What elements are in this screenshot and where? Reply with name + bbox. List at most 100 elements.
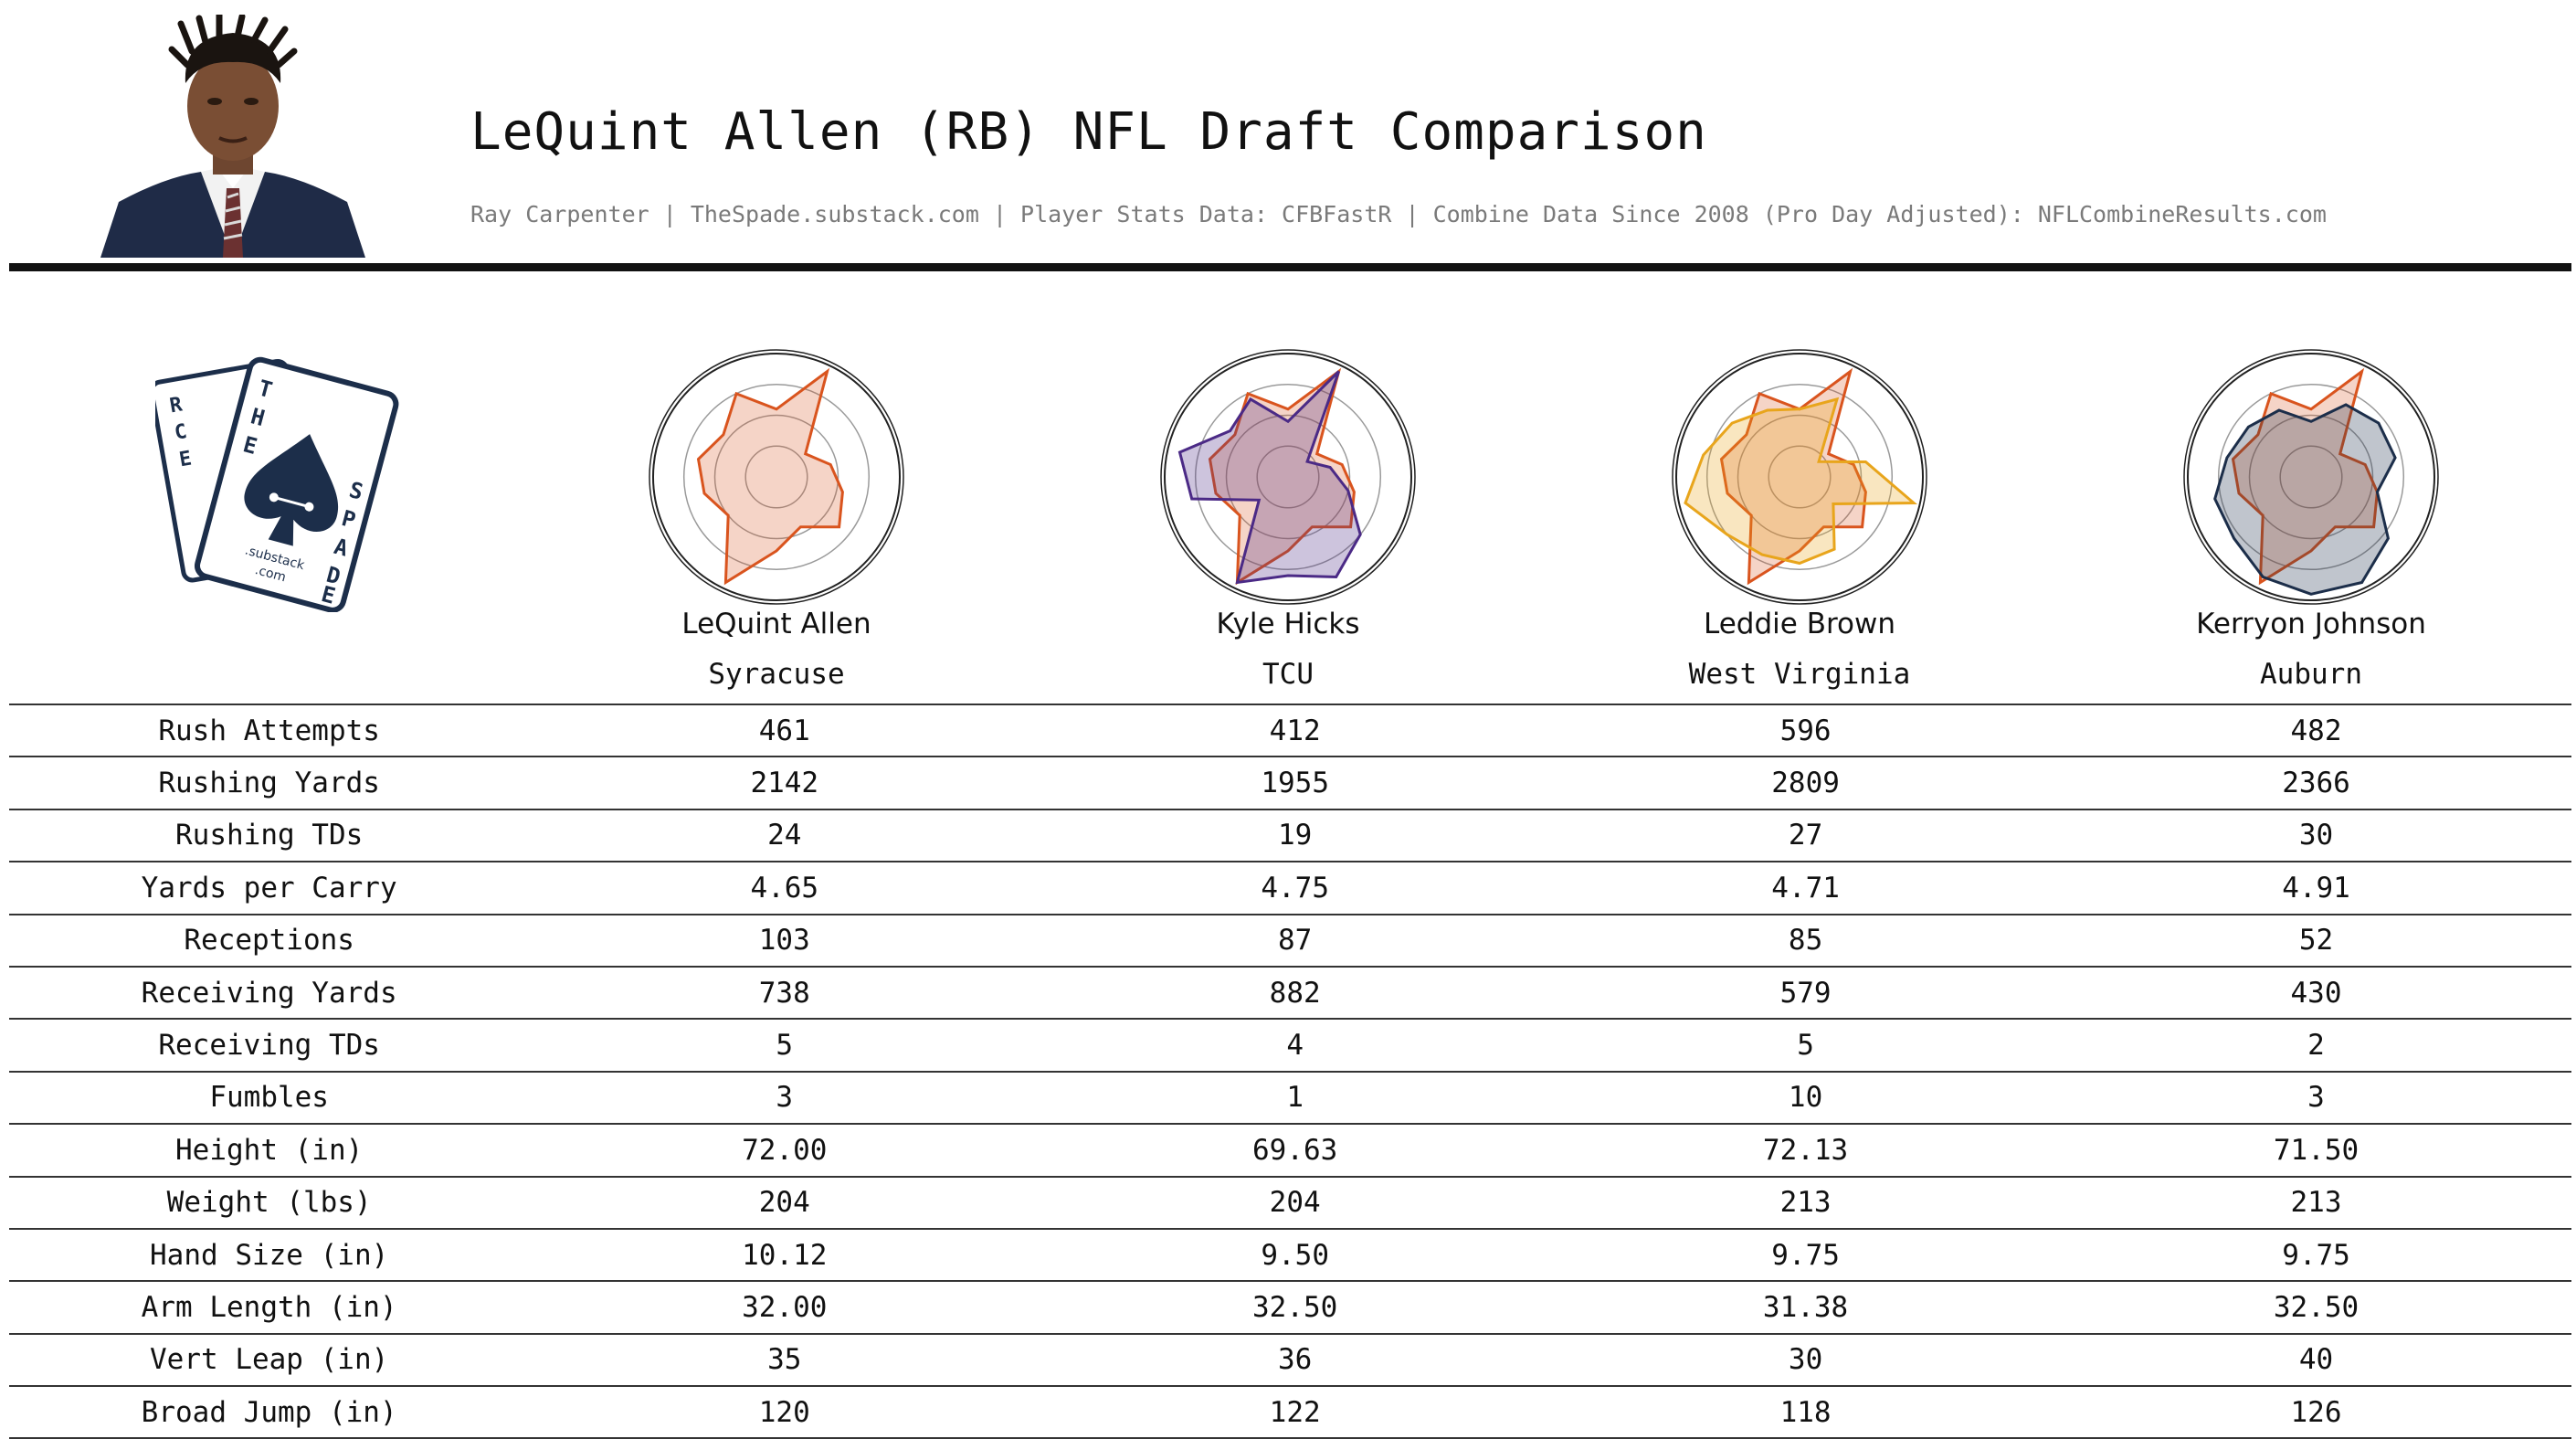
table-cell: 9.75 [2061,1227,2571,1282]
table-cell: 213 [2061,1175,2571,1229]
table-cell: 72.13 [1550,1123,2062,1177]
player-name: Kyle Hicks [1216,608,1360,640]
table-row: Receptions 103 87 85 52 [9,913,2571,967]
radar-outer-ring [2187,353,2435,601]
table-row: Vert Leap (in) 35 36 30 40 [9,1332,2571,1387]
table-row: Arm Length (in) 32.00 32.50 31.38 32.50 [9,1280,2571,1334]
table-cell: 738 [529,965,1040,1020]
table-cell: 1 [1040,1070,1551,1125]
table-row: Receiving Yards 738 882 579 430 [9,965,2571,1020]
row-label: Broad Jump (in) [9,1385,530,1439]
the-spade-logo: R C E T H E S P A D E .substack .com [155,356,399,612]
table-cell: 5 [1550,1018,2062,1072]
radar-outer-ring [652,353,901,601]
radar-frame [1160,349,1416,605]
row-label: Receptions [9,913,530,967]
row-label: Receiving Yards [9,965,530,1020]
table-cell: 27 [1550,808,2062,862]
table-cell: 213 [1550,1175,2062,1229]
row-label: Arm Length (in) [9,1280,530,1334]
logo-letter: E [240,431,259,460]
radar-chart [2183,349,2439,605]
player-school: Syracuse [708,658,845,691]
table-cell: 2809 [1550,756,2062,809]
player-name: Leddie Brown [1704,608,1895,640]
table-row: Rushing TDs 24 19 27 30 [9,808,2571,862]
logo-letter: S [346,477,365,505]
table-cell: 430 [2061,965,2571,1020]
radar-outer-ring [1164,353,1412,601]
row-label: Receiving TDs [9,1018,530,1072]
radar-frame [1672,349,1927,605]
table-row: Rushing Yards 2142 1955 2809 2366 [9,756,2571,809]
table-cell: 596 [1550,703,2062,757]
table-cell: 882 [1040,965,1551,1020]
table-cell: 87 [1040,913,1551,967]
row-label: Vert Leap (in) [9,1332,530,1387]
table-cell: 4.71 [1550,861,2062,915]
radar-frame [649,349,904,605]
table-cell: 1955 [1040,756,1551,809]
radar-charts [649,349,2439,605]
table-cell: 24 [529,808,1040,862]
table-cell: 4.91 [2061,861,2571,915]
logo-letter: H [248,403,268,431]
table-row: Weight (lbs) 204 204 213 213 [9,1175,2571,1229]
table-row: Height (in) 72.00 69.63 72.13 71.50 [9,1123,2571,1177]
logo-letter: E [319,581,338,609]
header: LeQuint Allen (RB) NFL Draft Comparison … [0,0,2576,274]
radar-ring [1768,445,1832,509]
logo-letter: D [323,562,343,590]
table-cell: 204 [1040,1175,1551,1229]
table-cell: 2366 [2061,756,2571,809]
player-name: Kerryon Johnson [2196,608,2426,640]
logo-letter: T [256,375,275,403]
table-cell: 30 [2061,808,2571,862]
radar-ring [713,414,839,540]
radar-chart [1160,349,1416,605]
table-cell: 3 [2061,1070,2571,1125]
table-cell: 118 [1550,1385,2062,1439]
player-school: West Virginia [1688,658,1911,691]
radar-outer-ring [1675,353,1924,601]
radar-ring [1737,414,1863,540]
table-cell: 72.00 [529,1123,1040,1177]
table-cell: 32.00 [529,1280,1040,1334]
radar-ring [1256,445,1320,509]
table-cell: 69.63 [1040,1123,1551,1177]
table-cell: 36 [1040,1332,1551,1387]
row-label: Rushing Yards [9,756,530,809]
player-headshot [91,15,375,258]
table-cell: 32.50 [2061,1280,2571,1334]
table-cell: 5 [529,1018,1040,1072]
row-label: Hand Size (in) [9,1227,530,1282]
radar-series [2213,403,2397,596]
table-cell: 126 [2061,1385,2571,1439]
table-row: Broad Jump (in) 120 122 118 126 [9,1385,2571,1439]
row-label: Height (in) [9,1123,530,1177]
table-cell: 2 [2061,1018,2571,1072]
radar-ring [1194,383,1382,571]
table-cell: 85 [1550,913,2062,967]
table-cell: 31.38 [1550,1280,2062,1334]
table-cell: 40 [2061,1332,2571,1387]
table-row: Receiving TDs 5 4 5 2 [9,1018,2571,1072]
player-school: TCU [1262,658,1314,691]
radar-chart [1672,349,1927,605]
table-cell: 204 [529,1175,1040,1229]
header-divider [9,263,2571,271]
table-cell: 10 [1550,1070,2062,1125]
radar-ring [744,445,808,509]
table-cell: 120 [529,1385,1040,1439]
table-cell: 9.75 [1550,1227,2062,1282]
row-label: Rush Attempts [9,703,530,757]
row-label: Yards per Carry [9,861,530,915]
table-cell: 122 [1040,1385,1551,1439]
table-cell: 10.12 [529,1227,1040,1282]
table-row: Hand Size (in) 10.12 9.50 9.75 9.75 [9,1227,2571,1282]
table-cell: 32.50 [1040,1280,1551,1334]
table-cell: 103 [529,913,1040,967]
radar-series-reference [2231,367,2379,586]
radar-ring [682,383,871,571]
table-cell: 412 [1040,703,1551,757]
